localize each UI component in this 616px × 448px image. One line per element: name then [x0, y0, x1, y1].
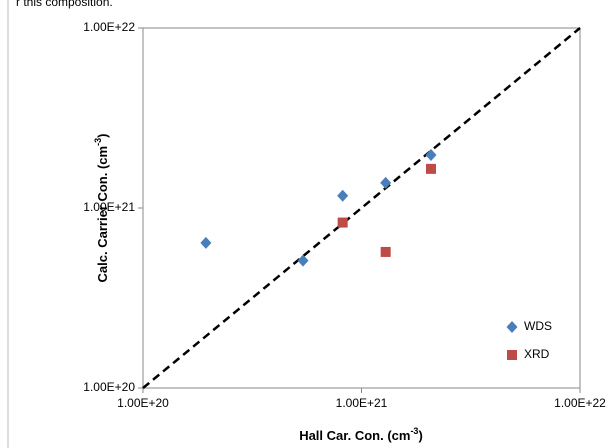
x-axis-title-end: ) [418, 428, 422, 443]
point [337, 189, 349, 202]
legend-swatch [507, 350, 517, 360]
point [337, 217, 348, 228]
x-axis-title: Hall Car. Con. (cm-3) [299, 426, 423, 443]
point [200, 236, 212, 249]
point [425, 148, 437, 161]
y-axis-title-end: ) [95, 134, 110, 138]
y-axis-title-main: Calc. Carrier Con. (cm [95, 146, 110, 283]
point [380, 246, 391, 257]
legend-swatch [506, 321, 518, 333]
point [425, 163, 436, 174]
y-tick-label: 1.00E+20 [83, 380, 135, 394]
y-axis-title-sup: -3 [93, 138, 103, 146]
x-tick-label: 1.00E+22 [554, 396, 606, 410]
y-tick-label: 1.00E+21 [83, 200, 135, 214]
context-text: r this composition. [16, 0, 113, 9]
reference-diagonal [142, 27, 581, 389]
y-tick-label: 1.00E+22 [83, 20, 135, 34]
x-tick-label: 1.00E+20 [117, 396, 169, 410]
y-axis-title: Calc. Carrier Con. (cm-3) [93, 134, 110, 283]
point [380, 176, 392, 189]
x-tick-label: 1.00E+21 [336, 396, 388, 410]
point [297, 254, 309, 267]
legend-label: XRD [524, 347, 550, 361]
x-axis-title-sup: -3 [410, 426, 418, 436]
legend-label: WDS [524, 319, 552, 333]
x-axis-title-main: Hall Car. Con. (cm [299, 428, 410, 443]
